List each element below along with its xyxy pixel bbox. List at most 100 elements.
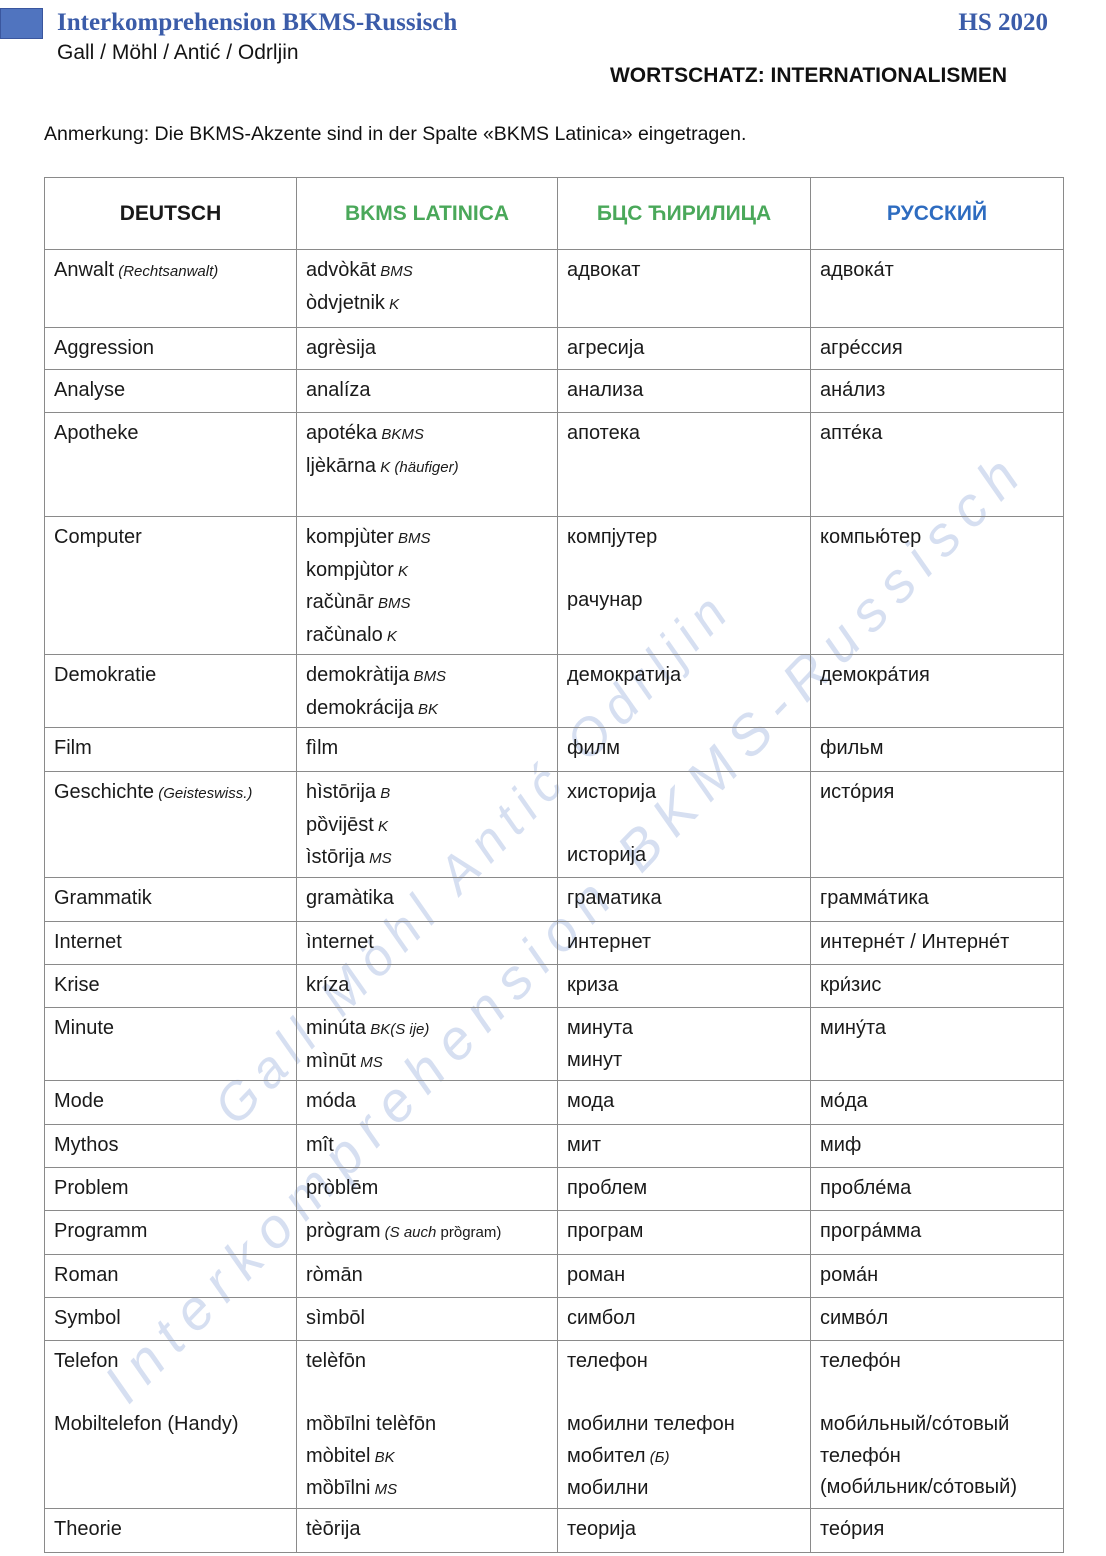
cell-line: теорија <box>567 1517 637 1540</box>
table-row: Computer kompjùter BMS kompjùtor K račùnār … <box>44 516 1064 655</box>
cell-de: Minute <box>44 1007 297 1081</box>
cell-line: мо́да <box>820 1090 868 1112</box>
cell-ru: интерне́т / Интерне́т <box>810 921 1064 965</box>
cell-line: минут <box>567 1048 623 1071</box>
cell-line: Telefon <box>54 1350 119 1372</box>
cell-line: агре́ссия <box>820 337 903 359</box>
cell-line: Mobiltelefon (Handy) <box>54 1413 239 1435</box>
variant-label: K <box>373 817 388 835</box>
table-row: Anwalt (Rechtsanwalt) advòkāt BMS òdvjetni… <box>44 249 1064 328</box>
column-header-3: РУССКИЙ <box>810 177 1064 250</box>
cell-line: Mythos <box>54 1134 119 1156</box>
variant-label: MS <box>364 850 392 867</box>
cell-ru: компью́тер <box>810 516 1064 655</box>
cell-line: ìnternet <box>306 931 374 953</box>
remark-note: Anmerkung: Die BKMS-Akzente sind in der … <box>44 123 747 145</box>
table-row: Aggression agrèsija агресија агре́ссия <box>44 327 1064 370</box>
cell-line: минута <box>567 1017 634 1039</box>
cell-de: Mythos <box>44 1124 297 1168</box>
cell-line: Mode <box>54 1090 105 1112</box>
cell-cyr: роман <box>557 1254 811 1298</box>
table-row: Apotheke apotéka BKMS ljèkārna K (häufiger… <box>44 412 1064 517</box>
cell-line: hìstōrija B <box>306 781 391 803</box>
cell-line: кри́зис <box>820 974 882 996</box>
cell-line <box>306 1378 549 1410</box>
variant-label: K <box>382 627 397 645</box>
cell-line: kompjùter BMS <box>306 526 431 548</box>
cell-line: Film <box>54 737 92 759</box>
cell-cyr: минута минут <box>557 1007 811 1081</box>
cell-line: исто́рия <box>820 781 895 803</box>
cell-de: Telefon Mobiltelefon (Handy) <box>44 1340 297 1509</box>
table-row: Geschichte (Geisteswiss.) hìstōrija B pȍvi… <box>44 771 1064 878</box>
cell-line: тео́рия <box>820 1517 885 1540</box>
cell-line: Aggression <box>54 337 155 359</box>
cell-ru: кри́зис <box>810 964 1064 1008</box>
cell-bkms: telèfōn mȍbīlni telèfōn mòbitel BK mȍbīlni… <box>296 1340 558 1509</box>
cell-ru: програ́мма <box>810 1210 1064 1255</box>
cell-line: kompjùtor K <box>306 558 408 581</box>
cell-bkms: gramàtika <box>296 877 558 922</box>
cell-line: грамма́тика <box>820 887 929 909</box>
cell-line <box>567 1378 802 1410</box>
cell-de: Symbol <box>44 1297 297 1341</box>
variant-label: BMS <box>409 668 447 685</box>
variant-label: K (häufiger) <box>376 458 459 476</box>
cell-line: Analyse <box>54 379 126 401</box>
cell-ru: апте́ка <box>810 412 1064 517</box>
cell-line: račùnalo K <box>306 623 397 646</box>
cell-bkms: ìnternet <box>296 921 558 965</box>
variant-label: MS <box>356 1053 383 1071</box>
cell-de: Grammatik <box>44 877 297 922</box>
cell-line: Programm <box>54 1220 148 1242</box>
cell-line: ìstōrija MS <box>306 846 392 868</box>
cell-line: апте́ка <box>820 422 883 444</box>
cell-bkms: kompjùter BMS kompjùtor K račùnār BMS račùn… <box>296 516 558 655</box>
cell-line: Roman <box>54 1264 119 1286</box>
cell-line: demokrácija BK <box>306 696 439 719</box>
variant-label: BMS <box>393 530 431 547</box>
cell-cyr: компјутер рачунар <box>557 516 811 655</box>
cell-line: (моби́льник/со́товый) <box>820 1476 1018 1498</box>
table-row: Theorie tèōrija теорија тео́рия <box>44 1507 1064 1553</box>
cell-line: програ́мма <box>820 1220 922 1242</box>
cell-line: интерне́т / Интерне́т <box>820 931 1010 953</box>
cell-ru: ана́лиз <box>810 369 1064 413</box>
cell-cyr: проблем <box>557 1167 811 1211</box>
table-row: Programm prògram (S auch prȍgram) програм п… <box>44 1210 1064 1255</box>
cell-ru: телефо́н моби́льный/со́товый телефо́н (моб… <box>810 1340 1064 1509</box>
cell-de: Problem <box>44 1167 297 1211</box>
cell-line: телефо́н <box>820 1444 901 1467</box>
cell-line: мода <box>567 1090 615 1112</box>
cell-cyr: мода <box>557 1080 811 1125</box>
cell-line: мобилни телефон <box>567 1413 735 1435</box>
cell-line: проблем <box>567 1177 648 1199</box>
variant-label: (S auch <box>380 1224 437 1241</box>
table-row: Internet ìnternet интернет интерне́т / Инте… <box>44 921 1064 965</box>
column-header-2: БЦС ЋИРИЛИЦА <box>557 177 811 250</box>
cell-line: компјутер <box>567 526 658 548</box>
table-row: Minute minúta BK(S ije) mìnūt MS минута мину… <box>44 1007 1064 1081</box>
cell-bkms: advòkāt BMS òdvjetnik K <box>296 249 558 328</box>
table-row: Mode móda мода мо́да <box>44 1080 1064 1125</box>
cell-ru: мо́да <box>810 1080 1064 1125</box>
cell-line: симво́л <box>820 1307 889 1329</box>
cell-line: моби́льный/со́товый <box>820 1413 1010 1435</box>
vocab-table: DEUTSCH BKMS LATINICA БЦС ЋИРИЛИЦА РУССКИЙ … <box>44 177 1064 1553</box>
cell-line: програм <box>567 1220 644 1242</box>
cell-line: мобилни <box>567 1477 649 1499</box>
cell-de: Analyse <box>44 369 297 413</box>
page-subtitle: WORTSCHATZ: INTERNATIONALISMEN <box>609 64 1007 87</box>
cell-line: анализа <box>567 379 644 401</box>
cell-line: хисторија <box>567 781 657 803</box>
variant-label: (Rechtsanwalt) <box>114 263 219 280</box>
cell-bkms: ròmān <box>296 1254 558 1298</box>
cell-de: Anwalt (Rechtsanwalt) <box>44 249 297 328</box>
cell-line: компью́тер <box>820 526 922 548</box>
cell-line: демокра́тия <box>820 664 930 686</box>
cell-line: sìmbōl <box>306 1307 365 1329</box>
cell-line: òdvjetnik K <box>306 291 400 314</box>
page-title: Interkomprehension BKMS-Russisch <box>57 9 458 36</box>
cell-ru: рома́н <box>810 1254 1064 1298</box>
cell-line: pròblēm <box>306 1177 379 1199</box>
